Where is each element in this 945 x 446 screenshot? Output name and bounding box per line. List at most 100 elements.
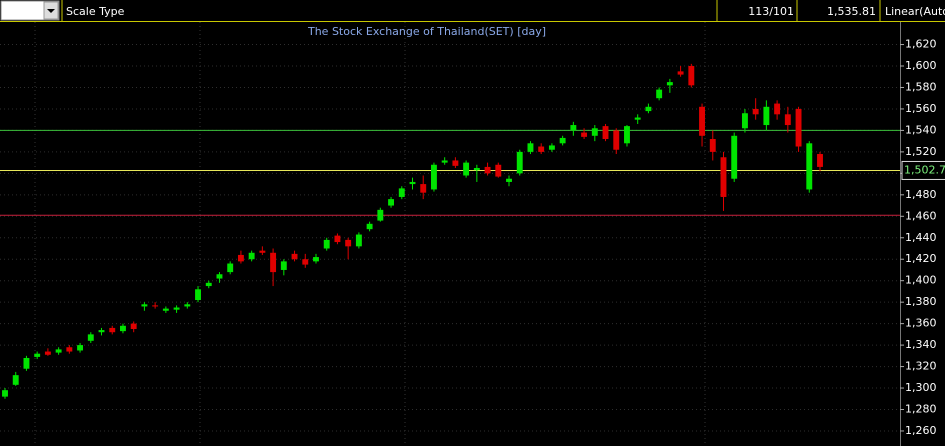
candle-body bbox=[613, 130, 620, 150]
candle-body bbox=[120, 325, 126, 332]
candle-body bbox=[581, 132, 588, 137]
candle-body bbox=[184, 304, 191, 307]
candle-body bbox=[302, 259, 309, 265]
candle-body bbox=[774, 103, 781, 115]
price: 1,535.81 bbox=[827, 5, 876, 18]
candle-body bbox=[741, 113, 748, 129]
candle-body bbox=[709, 139, 716, 152]
y-tick-label: 1,560 bbox=[905, 102, 937, 115]
candle-body bbox=[355, 234, 362, 247]
y-tick-label: 1,620 bbox=[905, 38, 937, 51]
toolbar bbox=[0, 0, 945, 22]
level-label-box bbox=[901, 160, 945, 180]
candle-body bbox=[195, 289, 201, 301]
candle-body bbox=[420, 184, 427, 193]
y-tick-label: 1,320 bbox=[905, 360, 937, 373]
candle-body bbox=[484, 166, 491, 174]
candle-body bbox=[388, 199, 395, 206]
candle-body bbox=[645, 106, 652, 112]
count: 113/101 bbox=[748, 5, 794, 18]
candle-body bbox=[109, 327, 116, 333]
y-tick-label: 1,420 bbox=[905, 252, 937, 265]
candle-body bbox=[430, 164, 437, 190]
candle-body bbox=[141, 304, 148, 307]
candle-body bbox=[345, 239, 352, 247]
candle-body bbox=[366, 223, 373, 230]
scale-mode[interactable]: Linear(Auto bbox=[885, 5, 945, 18]
candle-body bbox=[452, 160, 459, 166]
candle-body bbox=[688, 66, 695, 86]
y-tick-label: 1,280 bbox=[905, 403, 937, 416]
level-label: 1,502.7 bbox=[904, 163, 945, 176]
candle-body bbox=[205, 282, 212, 287]
candle-body bbox=[666, 82, 673, 86]
candle-body bbox=[538, 146, 545, 152]
candle-body bbox=[591, 128, 598, 136]
candle-body bbox=[752, 108, 759, 115]
candle-body bbox=[216, 274, 223, 279]
candle-body bbox=[656, 89, 663, 99]
candle-body bbox=[280, 261, 287, 270]
candle-body bbox=[570, 125, 577, 131]
candle-body bbox=[162, 308, 169, 311]
candle-body bbox=[602, 126, 609, 140]
candle-body bbox=[313, 257, 319, 262]
candle-body bbox=[731, 135, 738, 179]
y-tick-label: 1,580 bbox=[905, 80, 937, 93]
candle-body bbox=[784, 114, 791, 126]
candle-body bbox=[677, 71, 684, 75]
y-tick-label: 1,300 bbox=[905, 381, 937, 394]
candle-body bbox=[152, 305, 159, 307]
y-tick-label: 1,540 bbox=[905, 123, 937, 136]
y-tick-label: 1,400 bbox=[905, 274, 937, 287]
y-tick-label: 1,480 bbox=[905, 188, 937, 201]
candle-body bbox=[248, 252, 255, 260]
candle-body bbox=[323, 239, 330, 249]
candle-body bbox=[34, 353, 41, 357]
vertical-grid bbox=[34, 22, 706, 446]
candle-body bbox=[2, 390, 8, 397]
scale-type-label: Scale Type bbox=[66, 5, 125, 18]
candle-body bbox=[291, 253, 298, 260]
candle-body bbox=[559, 137, 566, 144]
y-tick-label: 1,260 bbox=[905, 424, 937, 437]
y-tick-label: 1,380 bbox=[905, 295, 937, 308]
candle-body bbox=[624, 126, 630, 144]
candle-body bbox=[506, 178, 512, 182]
candle-body bbox=[334, 235, 341, 243]
dropdown-arrow bbox=[47, 9, 55, 13]
candle-body bbox=[130, 323, 137, 329]
y-tick-label: 1,440 bbox=[905, 231, 937, 244]
candle-body bbox=[23, 357, 30, 369]
candle-body bbox=[441, 160, 448, 163]
candle-body bbox=[806, 143, 813, 190]
candle-body bbox=[98, 330, 105, 333]
candle-body bbox=[44, 351, 51, 355]
candle-body bbox=[495, 164, 502, 177]
candle-body bbox=[77, 345, 84, 351]
candle-body bbox=[173, 307, 180, 310]
candle-body bbox=[795, 108, 802, 147]
candle-body bbox=[377, 209, 384, 221]
candle-body bbox=[237, 254, 244, 262]
candle-body bbox=[720, 157, 727, 197]
y-tick-label: 1,360 bbox=[905, 317, 937, 330]
candle-body bbox=[270, 252, 277, 273]
candle-body bbox=[398, 188, 405, 197]
candle-body bbox=[55, 349, 62, 353]
candle-body bbox=[634, 117, 641, 120]
candle-body bbox=[516, 151, 523, 174]
y-tick-label: 1,520 bbox=[905, 145, 937, 158]
candle-body bbox=[699, 106, 705, 136]
chart-title: The Stock Exchange of Thailand(SET) [day… bbox=[307, 25, 546, 38]
candle-body bbox=[66, 347, 73, 352]
y-tick-label: 1,340 bbox=[905, 338, 937, 351]
candle-body bbox=[527, 143, 534, 152]
candle-body bbox=[763, 106, 770, 126]
y-tick-label: 1,600 bbox=[905, 59, 937, 72]
candle-body bbox=[409, 181, 416, 185]
candle-body bbox=[12, 375, 19, 385]
candle-body bbox=[473, 167, 480, 171]
candle-body bbox=[548, 145, 555, 150]
